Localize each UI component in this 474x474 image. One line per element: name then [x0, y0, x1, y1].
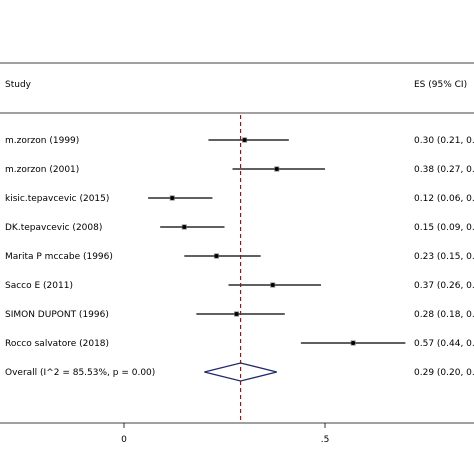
- es-column-header: ES (95% CI): [414, 80, 467, 90]
- study-es-ci: 0.57 (0.44, 0.7: [414, 339, 474, 349]
- study-row: Sacco E (2011) 0.37 (0.26, 0.4: [5, 281, 474, 291]
- point-estimate: [214, 254, 219, 258]
- study-label: SIMON DUPONT (1996): [5, 310, 109, 320]
- study-row: SIMON DUPONT (1996) 0.28 (0.18, 0.4: [5, 310, 474, 320]
- point-estimate: [270, 283, 275, 287]
- study-es-ci: 0.12 (0.06, 0.2: [414, 194, 474, 204]
- point-estimate: [351, 341, 356, 345]
- study-label: m.zorzon (2001): [5, 165, 79, 175]
- study-row: kisic.tepavcevic (2015) 0.12 (0.06, 0.2: [5, 194, 474, 204]
- study-label: m.zorzon (1999): [5, 136, 79, 146]
- point-estimate: [274, 167, 279, 171]
- study-label: Marita P mccabe (1996): [5, 252, 113, 262]
- x-tick-label: 0: [121, 435, 127, 445]
- study-row: m.zorzon (1999) 0.30 (0.21, 0.4: [5, 136, 474, 146]
- study-es-ci: 0.38 (0.27, 0.5: [414, 165, 474, 175]
- study-es-ci: 0.30 (0.21, 0.4: [414, 136, 474, 146]
- study-column-header: Study: [5, 80, 32, 90]
- point-estimate: [234, 312, 239, 316]
- point-estimate: [170, 196, 175, 200]
- study-row: DK.tepavcevic (2008) 0.15 (0.09, 0.2: [5, 223, 474, 233]
- overall-row: Overall (I^2 = 85.53%, p = 0.00) 0.29 (0.…: [5, 362, 474, 382]
- study-es-ci: 0.23 (0.15, 0.3: [414, 252, 474, 262]
- study-row: Marita P mccabe (1996) 0.23 (0.15, 0.3: [5, 252, 474, 262]
- x-tick-label: .5: [321, 435, 330, 445]
- study-row: m.zorzon (2001) 0.38 (0.27, 0.5: [5, 165, 474, 175]
- study-label: DK.tepavcevic (2008): [5, 223, 102, 233]
- study-label: Sacco E (2011): [5, 281, 73, 291]
- point-estimate: [182, 225, 187, 229]
- overall-label: Overall (I^2 = 85.53%, p = 0.00): [5, 368, 155, 378]
- study-row: Rocco salvatore (2018) 0.57 (0.44, 0.7: [5, 339, 474, 349]
- study-rows: m.zorzon (1999) 0.30 (0.21, 0.4m.zorzon (…: [5, 136, 474, 349]
- study-es-ci: 0.28 (0.18, 0.4: [414, 310, 474, 320]
- header-rules: [0, 62, 474, 114]
- overall-es-ci: 0.29 (0.20, 0.3: [414, 368, 474, 378]
- point-estimate: [242, 138, 247, 142]
- overall-diamond: [204, 362, 277, 382]
- study-label: Rocco salvatore (2018): [5, 339, 109, 349]
- study-label: kisic.tepavcevic (2015): [5, 194, 109, 204]
- study-es-ci: 0.37 (0.26, 0.4: [414, 281, 474, 291]
- x-axis-ticks: 0.5: [121, 423, 329, 445]
- study-es-ci: 0.15 (0.09, 0.2: [414, 223, 474, 233]
